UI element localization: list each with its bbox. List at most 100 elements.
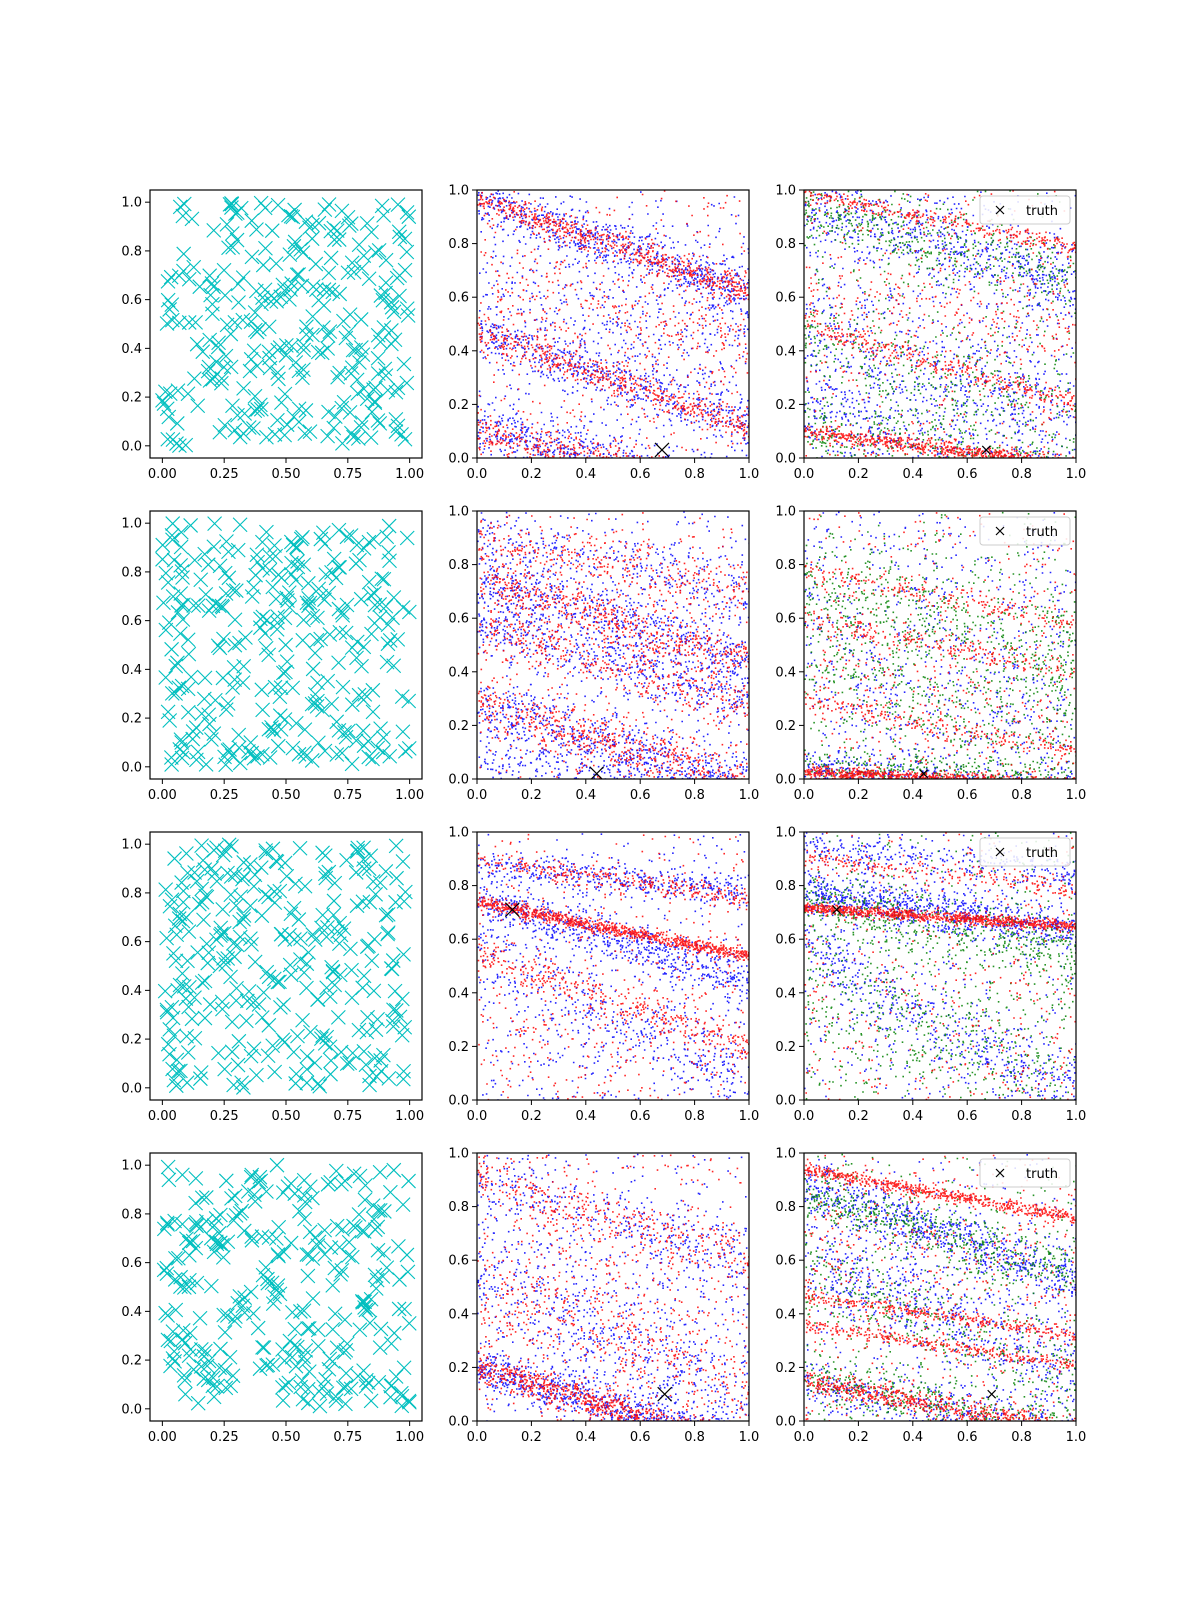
panel-r3c2: 0.0 0.2 0.4 0.6 0.8 1.0 0.0 0.2 0.4 0.6 0.8 1.0 (448, 826, 759, 1125)
x-marker (390, 631, 406, 647)
x-marker (209, 1379, 225, 1394)
x-marker (252, 397, 268, 413)
y-tick-label: 0.2 (775, 1361, 796, 1376)
y-tick-label: 0.6 (121, 1256, 142, 1271)
x-marker (227, 637, 243, 653)
x-marker (169, 927, 185, 943)
x-marker (326, 551, 342, 567)
x-marker (279, 590, 295, 606)
x-marker (284, 555, 299, 571)
x-marker (307, 932, 323, 948)
x-marker (268, 1231, 284, 1246)
x-marker (305, 1291, 321, 1306)
x-marker (173, 586, 189, 601)
x-marker (355, 347, 371, 363)
x-marker (353, 312, 369, 327)
y-tick-label: 1.0 (775, 505, 796, 520)
x-tick-label: 0.0 (467, 1430, 488, 1445)
x-marker (189, 1275, 205, 1291)
x-marker (224, 839, 239, 854)
x-marker (363, 1291, 379, 1307)
x-marker (224, 196, 240, 212)
axes-frame (476, 1152, 750, 1422)
x-marker (212, 958, 228, 974)
x-marker (296, 557, 312, 573)
x-marker (194, 881, 210, 897)
x-marker (159, 316, 175, 331)
x-marker (296, 965, 312, 981)
y-tick-label: 0.0 (448, 1094, 469, 1109)
x-marker (395, 1197, 411, 1213)
x-marker (314, 920, 329, 936)
y-tick-label: 0.6 (775, 1254, 796, 1269)
x-marker (193, 1359, 209, 1374)
axes-frame (803, 831, 1077, 1101)
plot-area (477, 1153, 749, 1421)
x-marker (175, 894, 191, 910)
x-marker (298, 1343, 314, 1358)
x-marker (255, 1267, 271, 1283)
x-marker (270, 342, 286, 358)
x-marker (270, 197, 286, 213)
x-marker (302, 595, 318, 611)
truth-marker (919, 769, 929, 779)
x-marker (401, 693, 417, 709)
x-marker (160, 575, 176, 590)
x-marker (297, 722, 313, 738)
x-marker (279, 654, 295, 669)
x-marker (206, 726, 222, 742)
x-marker (308, 256, 324, 272)
x-marker (208, 1211, 224, 1226)
x-marker (227, 867, 243, 883)
x-tick-label: 0.00 (148, 467, 177, 482)
x-marker (329, 747, 345, 762)
x-marker (310, 1238, 326, 1254)
panel-r1c3: 0.0 0.2 0.4 0.6 0.8 1.0 0.0 0.2 0.4 0.6 0.8 1.0 trut… (775, 184, 1086, 483)
x-marker (211, 1045, 226, 1061)
series-cyan (156, 1157, 417, 1414)
x-marker (164, 757, 180, 772)
x-marker (332, 1239, 347, 1255)
legend-truth-marker (995, 1168, 1005, 1178)
x-marker (283, 1235, 299, 1251)
x-marker (321, 282, 337, 298)
x-marker (169, 655, 185, 671)
x-marker (295, 245, 311, 260)
x-marker (270, 738, 286, 754)
x-marker (339, 529, 355, 545)
x-marker (341, 1248, 356, 1263)
x-marker (375, 744, 391, 760)
x-marker (257, 200, 273, 216)
x-marker (349, 650, 364, 666)
x-tick-label: 1.0 (1066, 467, 1087, 482)
x-marker (160, 431, 176, 447)
x-marker (378, 252, 394, 268)
x-marker (188, 1195, 204, 1211)
x-marker (247, 954, 263, 970)
x-marker (261, 344, 277, 360)
x-marker (366, 531, 382, 547)
x-marker (261, 647, 277, 663)
x-marker (380, 617, 396, 633)
y-tick-label: 0.2 (448, 1040, 469, 1055)
x-marker (390, 197, 406, 212)
x-marker (261, 1017, 277, 1033)
y-tick-label: 0.4 (121, 1305, 142, 1320)
point-cloud (477, 512, 749, 779)
x-marker (396, 356, 412, 372)
x-marker (214, 994, 230, 1010)
x-marker (254, 1010, 270, 1025)
x-marker (217, 1061, 233, 1077)
x-marker (248, 567, 264, 583)
x-marker (346, 264, 362, 280)
x-marker (225, 239, 241, 255)
x-marker (302, 424, 318, 440)
x-marker (285, 209, 301, 225)
x-marker (176, 196, 192, 212)
x-marker (187, 552, 203, 568)
x-marker (376, 571, 392, 587)
x-marker (286, 1044, 302, 1060)
x-marker (399, 244, 415, 260)
x-marker (247, 1187, 262, 1203)
x-marker (200, 363, 216, 379)
